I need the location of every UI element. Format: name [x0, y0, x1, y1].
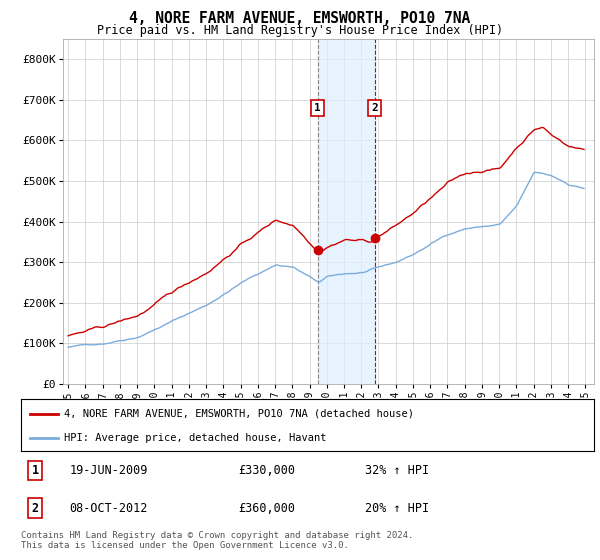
Text: HPI: Average price, detached house, Havant: HPI: Average price, detached house, Hava…: [64, 433, 326, 443]
Text: 20% ↑ HPI: 20% ↑ HPI: [365, 502, 429, 515]
Text: 32% ↑ HPI: 32% ↑ HPI: [365, 464, 429, 477]
Text: 1: 1: [314, 103, 321, 113]
Text: 19-JUN-2009: 19-JUN-2009: [70, 464, 148, 477]
Text: 08-OCT-2012: 08-OCT-2012: [70, 502, 148, 515]
Bar: [317, 39, 374, 384]
Text: £330,000: £330,000: [239, 464, 296, 477]
Text: 4, NORE FARM AVENUE, EMSWORTH, PO10 7NA (detached house): 4, NORE FARM AVENUE, EMSWORTH, PO10 7NA …: [64, 409, 414, 419]
Text: 2: 2: [32, 502, 39, 515]
Text: Price paid vs. HM Land Registry's House Price Index (HPI): Price paid vs. HM Land Registry's House …: [97, 24, 503, 36]
Text: 1: 1: [32, 464, 39, 477]
Text: Contains HM Land Registry data © Crown copyright and database right 2024.
This d: Contains HM Land Registry data © Crown c…: [21, 531, 413, 550]
Text: 2: 2: [371, 103, 378, 113]
Text: 4, NORE FARM AVENUE, EMSWORTH, PO10 7NA: 4, NORE FARM AVENUE, EMSWORTH, PO10 7NA: [130, 11, 470, 26]
Text: £360,000: £360,000: [239, 502, 296, 515]
